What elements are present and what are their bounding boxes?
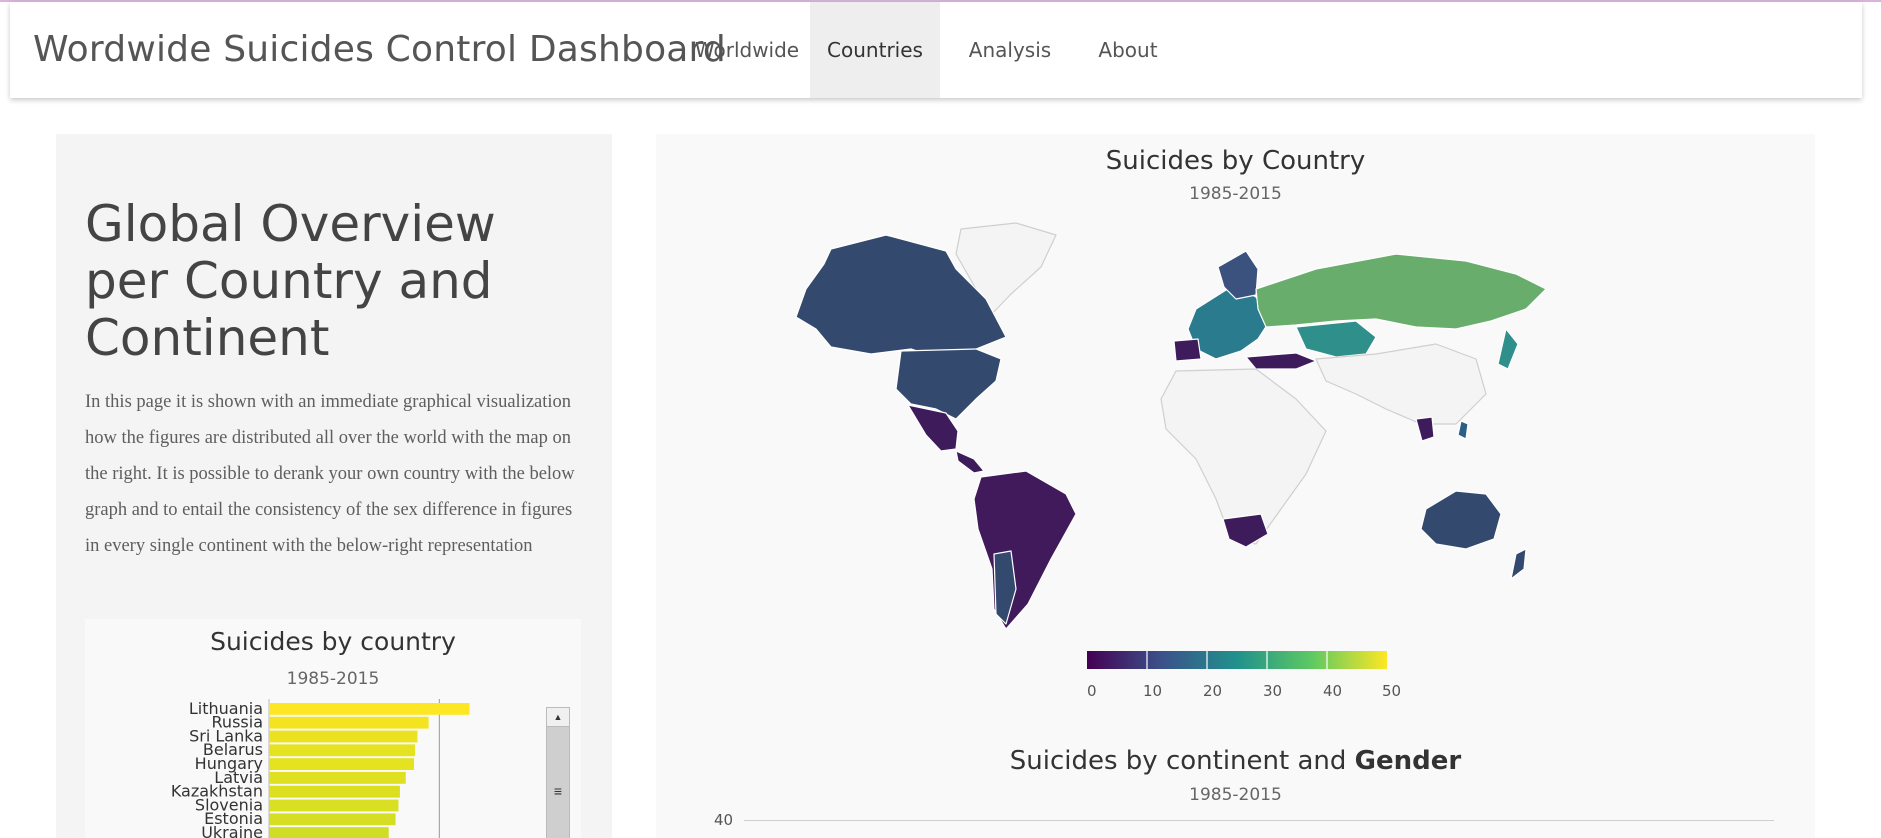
iberia-shape: [1173, 338, 1202, 362]
continent-chart-subtitle: 1985-2015: [1189, 785, 1282, 805]
thailand-shape: [1415, 416, 1435, 442]
usa-shape: [895, 348, 1002, 420]
chile-argentina-shape: [993, 550, 1017, 625]
nav-analysis[interactable]: Analysis: [968, 38, 1052, 62]
asia-outline-shape: [1315, 343, 1487, 425]
nav-about[interactable]: About: [1098, 38, 1158, 62]
bar-label-russia: Russia: [212, 713, 263, 732]
page-heading: Global Overview per Country and Continen…: [85, 195, 496, 367]
map-color-legend: [1087, 651, 1387, 669]
continent-chart-title-bold: Gender: [1354, 746, 1462, 776]
map-subtitle: 1985-2015: [1189, 184, 1282, 204]
bar-chart-title: Suicides by country: [210, 627, 456, 656]
bar-label-slovenia: Slovenia: [195, 795, 263, 814]
bar-label-estonia: Estonia: [204, 809, 263, 828]
legend-tick-10: 10: [1143, 682, 1163, 700]
bar-label-belarus: Belarus: [203, 740, 263, 759]
world-choropleth-map[interactable]: [656, 209, 1815, 629]
bar-ukraine[interactable]: [269, 827, 389, 838]
japan-shape: [1497, 328, 1519, 370]
bar-label-lithuania: Lithuania: [189, 699, 263, 718]
new-zealand-shape: [1510, 548, 1527, 580]
bar-hungary[interactable]: [269, 758, 415, 770]
legend-tick-40: 40: [1323, 682, 1343, 700]
turkey-middle-east-shape: [1245, 352, 1317, 370]
bar-estonia[interactable]: [269, 813, 396, 826]
nav-countries[interactable]: Countries: [810, 2, 940, 98]
south-africa-shape: [1222, 513, 1269, 548]
page-description: In this page it is shown with an immedia…: [85, 392, 575, 556]
continent-gridline: [744, 820, 1774, 821]
bar-label-hungary: Hungary: [195, 754, 263, 773]
bar-latvia[interactable]: [269, 772, 406, 784]
bar-label-latvia: Latvia: [214, 768, 263, 787]
philippines-shape: [1457, 420, 1469, 440]
mexico-shape: [907, 404, 959, 452]
bar-label-ukraine: Ukraine: [201, 823, 263, 838]
map-title: Suicides by Country: [1105, 146, 1366, 176]
legend-tick-50: 50: [1382, 682, 1402, 700]
bar-lithuania[interactable]: [269, 703, 470, 715]
legend-tick-0: 0: [1087, 682, 1097, 700]
app-title[interactable]: Wordwide Suicides Control Dashboard: [33, 29, 726, 70]
bar-chart-subtitle: 1985-2015: [286, 669, 380, 689]
south-america-shape: [973, 470, 1077, 629]
bar-belarus[interactable]: [269, 744, 415, 757]
bar-kazakhstan[interactable]: [269, 785, 400, 798]
scroll-up-arrow-icon[interactable]: ▲: [547, 708, 569, 727]
legend-tick-30: 30: [1263, 682, 1283, 700]
central-america-shape: [955, 450, 985, 474]
bar-chart-scrollbar[interactable]: ▲ ≡: [546, 707, 570, 838]
continent-chart-title-text: Suicides by continent and: [1009, 746, 1355, 776]
australia-shape: [1420, 490, 1502, 550]
top-accent-line: [0, 0, 1881, 2]
bar-label-kazakhstan: Kazakhstan: [171, 782, 263, 801]
kazakhstan-shape: [1295, 320, 1377, 358]
continent-chart-title: Suicides by continent and Gender: [656, 746, 1815, 776]
bar-russia[interactable]: [269, 716, 429, 729]
nav-worldwide[interactable]: Worldwide: [694, 38, 800, 62]
bar-slovenia[interactable]: [269, 799, 399, 812]
left-panel: Global Overview per Country and Continen…: [56, 134, 612, 838]
continent-y-tick-40: 40: [714, 811, 734, 829]
russia-shape: [1255, 253, 1547, 330]
navbar: Wordwide Suicides Control Dashboard Worl…: [10, 2, 1862, 98]
bar-label-sri-lanka: Sri Lanka: [189, 726, 263, 745]
country-bar-chart-card: Suicides by country 1985-2015 Lithuania R…: [85, 619, 581, 838]
africa-outline-shape: [1160, 368, 1327, 545]
legend-tick-20: 20: [1203, 682, 1223, 700]
right-panel: Suicides by Country 1985-2015: [656, 134, 1815, 838]
bar-sri-lanka[interactable]: [269, 730, 418, 743]
legend-gradient: [1087, 651, 1387, 669]
scroll-grip-icon[interactable]: ≡: [553, 783, 563, 799]
